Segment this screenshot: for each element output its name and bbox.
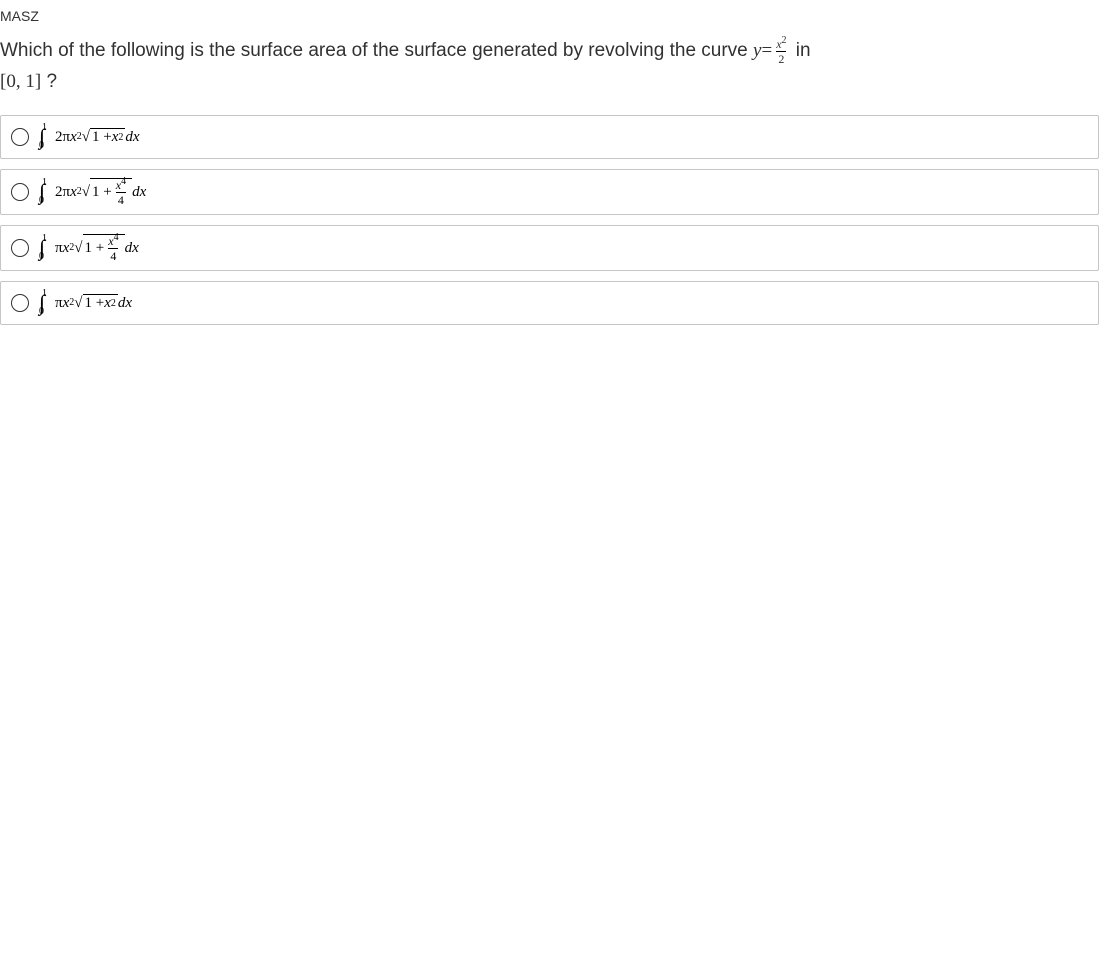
question-prefix: Which of the following is the surface ar…	[0, 40, 753, 61]
option-2[interactable]: ∫10 2πx2 √1 + x44 dx	[0, 169, 1099, 215]
sqrt: √1 + x2	[74, 294, 118, 312]
radio-icon[interactable]	[11, 239, 29, 257]
question-formula: y = x2 2	[753, 36, 790, 66]
option-3-label: ∫10 πx2 √1 + x44 dx	[39, 234, 139, 262]
options-list: ∫10 2πx2 √1 + x2 dx ∫10 2πx2 √1 + x44 dx…	[0, 115, 1099, 325]
question-mark: ?	[46, 71, 57, 92]
option-3[interactable]: ∫10 πx2 √1 + x44 dx	[0, 225, 1099, 271]
sqrt: √1 + x44	[74, 234, 124, 262]
radio-icon[interactable]	[11, 128, 29, 146]
option-1-label: ∫10 2πx2 √1 + x2 dx	[39, 124, 140, 150]
sqrt: √1 + x2	[82, 128, 126, 146]
header-title: MASZ	[0, 8, 39, 24]
question-suffix-in: in	[796, 40, 811, 61]
radio-icon[interactable]	[11, 183, 29, 201]
sqrt: √1 + x44	[82, 178, 132, 206]
option-2-label: ∫10 2πx2 √1 + x44 dx	[39, 178, 146, 206]
inner-frac: x44	[106, 235, 120, 262]
inner-frac: x44	[114, 179, 128, 206]
y-var: y	[753, 36, 761, 66]
radio-icon[interactable]	[11, 294, 29, 312]
interval: [0, 1]	[0, 67, 41, 97]
question-text: Which of the following is the surface ar…	[0, 30, 1099, 115]
frac-den: 2	[776, 51, 786, 65]
frac-num: x2	[774, 38, 788, 51]
option-4[interactable]: ∫10 πx2 √1 + x2 dx	[0, 281, 1099, 325]
option-4-label: ∫10 πx2 √1 + x2 dx	[39, 290, 132, 316]
equals-sign: =	[761, 36, 772, 66]
page-header: MASZ	[0, 0, 1099, 30]
fraction: x2 2	[774, 38, 788, 65]
option-1[interactable]: ∫10 2πx2 √1 + x2 dx	[0, 115, 1099, 159]
